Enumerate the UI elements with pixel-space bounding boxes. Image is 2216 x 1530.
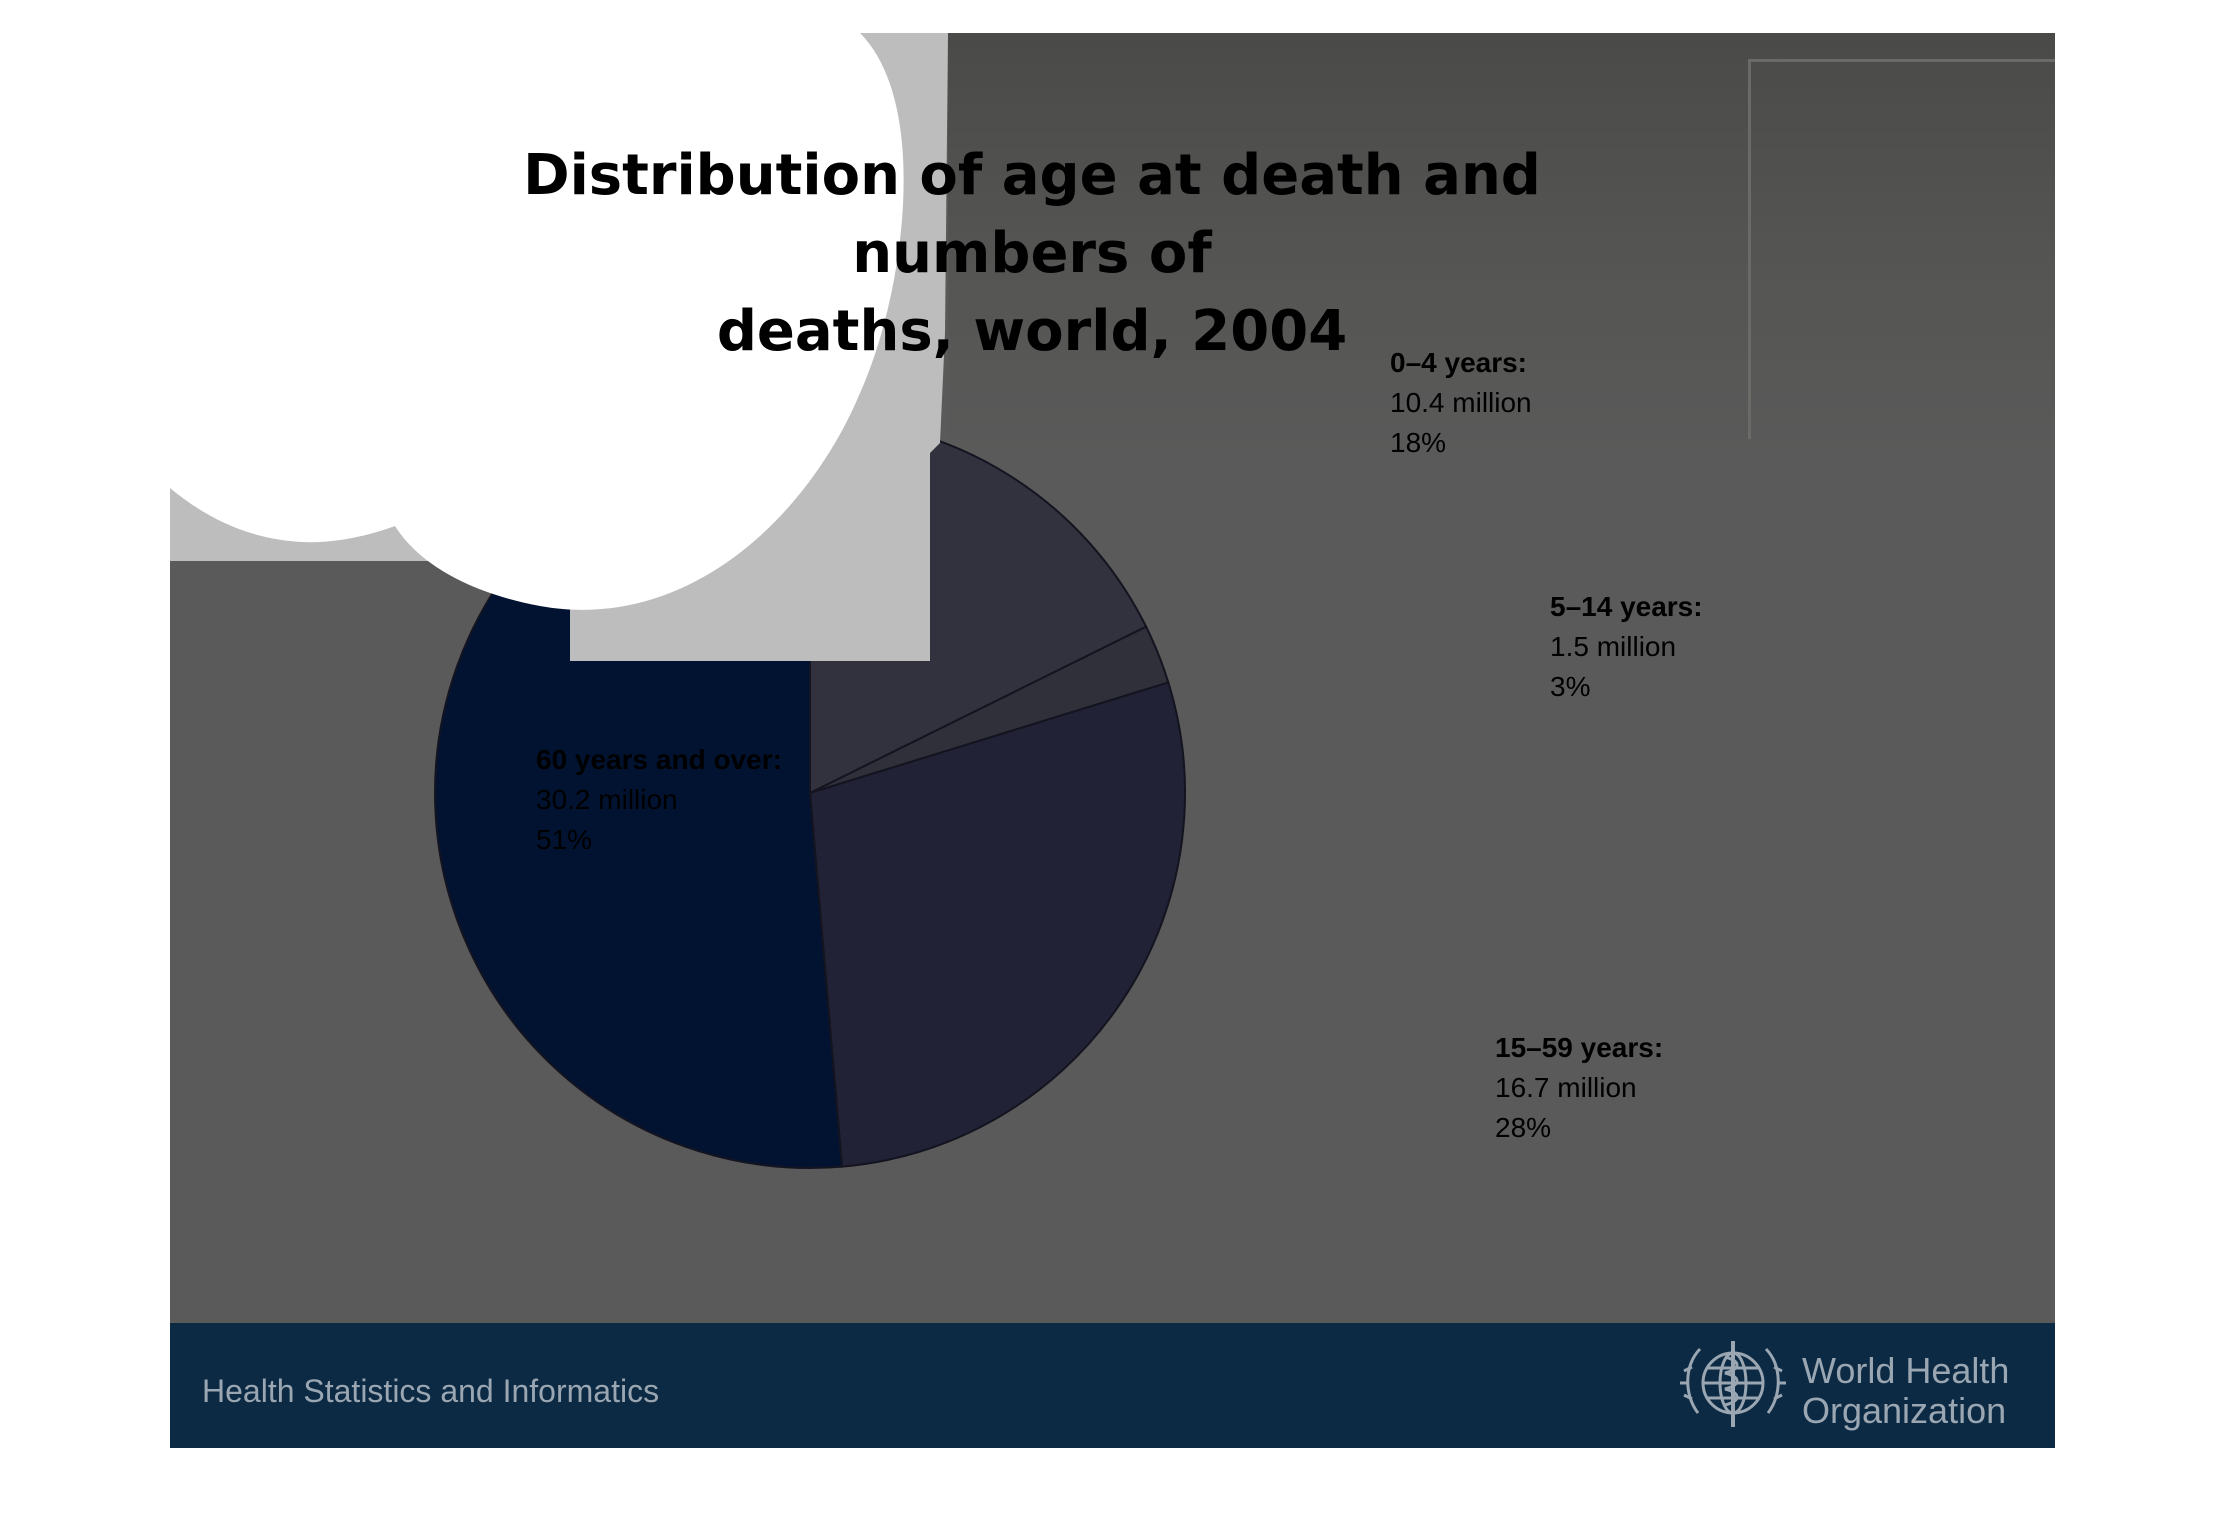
top-shade-panel	[948, 33, 2055, 463]
footer-department-text: Health Statistics and Informatics	[202, 1373, 660, 1409]
slice-label-15-59: 15–59 years: 16.7 million 28%	[1495, 1028, 1663, 1148]
slice-label-5-14: 5–14 years: 1.5 million 3%	[1550, 587, 1703, 707]
slice-label-name: 15–59 years:	[1495, 1032, 1664, 1063]
slice-label-value: 1.5 million	[1550, 631, 1677, 662]
slice-label-value: 10.4 million	[1390, 387, 1532, 418]
slide: Distribution of age at death and numbers…	[170, 33, 2055, 1448]
slice-label-value: 30.2 million	[536, 784, 678, 815]
slice-label-percent: 18%	[1390, 427, 1447, 458]
slice-label-0-4: 0–4 years: 10.4 million 18%	[1390, 343, 1532, 463]
who-logo-text-line-1: World Health	[1802, 1350, 2010, 1391]
slice-label-value: 16.7 million	[1495, 1072, 1637, 1103]
slice-label-name: 0–4 years:	[1390, 347, 1528, 378]
slice-label-name: 60 years and over:	[536, 744, 782, 775]
who-logo-text-line-2: Organization	[1802, 1390, 2007, 1431]
slice-label-percent: 51%	[536, 824, 593, 855]
slice-label-percent: 3%	[1550, 671, 1591, 702]
who-emblem-icon	[1680, 1341, 1786, 1427]
chart-title-line-1: Distribution of age at death and numbers…	[523, 143, 1541, 286]
who-logo-text: World Health Organization	[1802, 1351, 2009, 1431]
footer-bar	[170, 1323, 2055, 1448]
top-shade-frame	[1748, 59, 2055, 439]
pie-slice-15-59	[808, 681, 1186, 1168]
chart-title: Distribution of age at death and numbers…	[440, 137, 1624, 371]
chart-title-line-2: deaths, world, 2004	[716, 299, 1348, 364]
slice-label-percent: 28%	[1495, 1112, 1552, 1143]
slice-label-60-plus: 60 years and over: 30.2 million 51%	[536, 740, 782, 860]
slice-label-name: 5–14 years:	[1550, 591, 1703, 622]
